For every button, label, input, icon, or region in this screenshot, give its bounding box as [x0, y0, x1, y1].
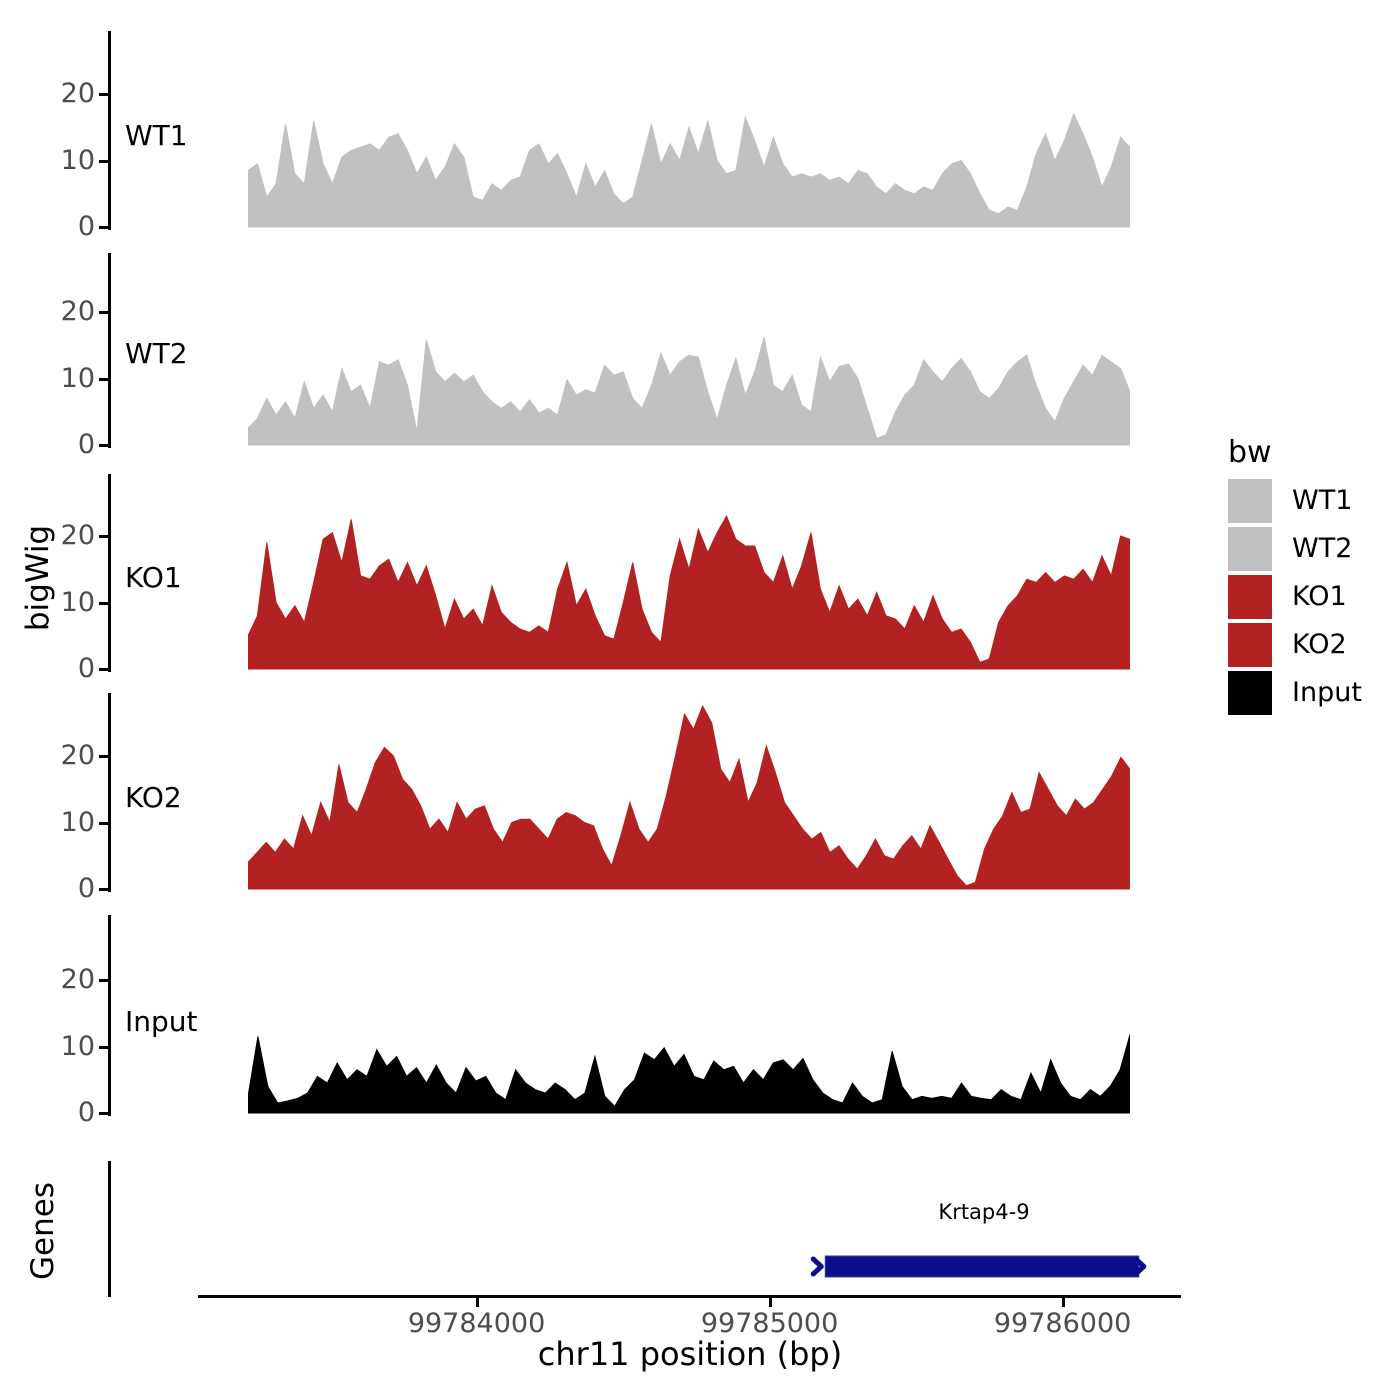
y-axis-tick [99, 311, 109, 314]
coverage-area-ko1 [248, 514, 1130, 670]
legend-label-input: Input [1292, 677, 1362, 708]
y-axis-tick-label: 0 [77, 211, 95, 242]
track-axis-line [108, 693, 111, 892]
y-axis-tick-label: 20 [60, 964, 95, 995]
y-axis-tick [99, 1045, 109, 1049]
y-axis-tick [99, 377, 109, 381]
x-axis-tick [475, 1298, 479, 1307]
y-axis-tick-label: 0 [77, 429, 95, 460]
y-axis-tick-label: 0 [77, 1097, 95, 1128]
y-axis-tick [99, 1112, 109, 1115]
coverage-area-wt2 [248, 337, 1130, 446]
track-axis-line [108, 31, 111, 230]
track-label: KO1 [125, 561, 182, 594]
x-axis-tick-label: 99786000 [993, 1308, 1132, 1339]
legend-label-ko1: KO1 [1292, 581, 1347, 612]
coverage-area-input [248, 1034, 1130, 1114]
legend-swatch-input [1228, 671, 1272, 715]
y-axis-tick [99, 226, 109, 229]
y-axis-tick-label: 20 [60, 78, 95, 109]
legend-label-ko2: KO2 [1292, 629, 1347, 660]
y-axis-tick-label: 10 [60, 806, 95, 838]
track-label: KO2 [125, 781, 182, 814]
gene-body-glyph [810, 1255, 1147, 1278]
y-axis-tick-label: 20 [60, 520, 95, 551]
y-axis-tick [99, 821, 109, 825]
y-axis-title-genes: Genes [25, 1182, 61, 1280]
track-label: WT1 [125, 119, 188, 152]
legend-label-wt1: WT1 [1292, 485, 1353, 516]
x-axis-tick [768, 1298, 772, 1307]
legend-swatch-wt1 [1228, 479, 1272, 523]
coverage-area-wt1 [248, 112, 1130, 228]
y-axis-tick [99, 159, 109, 163]
y-axis-tick [99, 535, 109, 538]
y-axis-tick [99, 888, 109, 891]
track-axis-line [108, 915, 111, 1116]
legend-swatch-ko1 [1228, 575, 1272, 619]
gene-name-label: Krtap4-9 [938, 1200, 1030, 1224]
y-axis-tick [99, 668, 109, 671]
legend-swatch-wt2 [1228, 527, 1272, 571]
legend-swatch-ko2 [1228, 623, 1272, 667]
y-axis-tick-label: 0 [77, 873, 95, 904]
y-axis-tick-label: 10 [60, 586, 95, 618]
y-axis-tick-label: 10 [60, 362, 95, 394]
x-axis-line [198, 1295, 1181, 1298]
x-axis-tick-label: 99785000 [700, 1308, 839, 1339]
x-axis-tick-label: 99784000 [407, 1308, 546, 1339]
y-axis-tick [99, 444, 109, 447]
y-axis-tick [99, 601, 109, 605]
y-axis-tick-label: 0 [77, 653, 95, 684]
y-axis-tick [99, 93, 109, 96]
track-axis-line [108, 474, 111, 672]
track-label: Input [125, 1005, 198, 1038]
x-axis-title: chr11 position (bp) [537, 1335, 843, 1373]
x-axis-tick [1061, 1298, 1065, 1307]
y-axis-tick [99, 979, 109, 982]
legend-label-wt2: WT2 [1292, 533, 1353, 564]
y-axis-tick [99, 755, 109, 758]
y-axis-tick-label: 20 [60, 296, 95, 327]
track-label: WT2 [125, 337, 188, 370]
track-axis-line [108, 253, 111, 448]
y-axis-tick-label: 10 [60, 1030, 95, 1062]
coverage-area-ko2 [248, 704, 1130, 890]
y-axis-tick-label: 10 [60, 144, 95, 176]
genes-panel-axis-line [108, 1161, 111, 1297]
y-axis-tick-label: 20 [60, 740, 95, 771]
legend-title: bw [1228, 435, 1272, 470]
